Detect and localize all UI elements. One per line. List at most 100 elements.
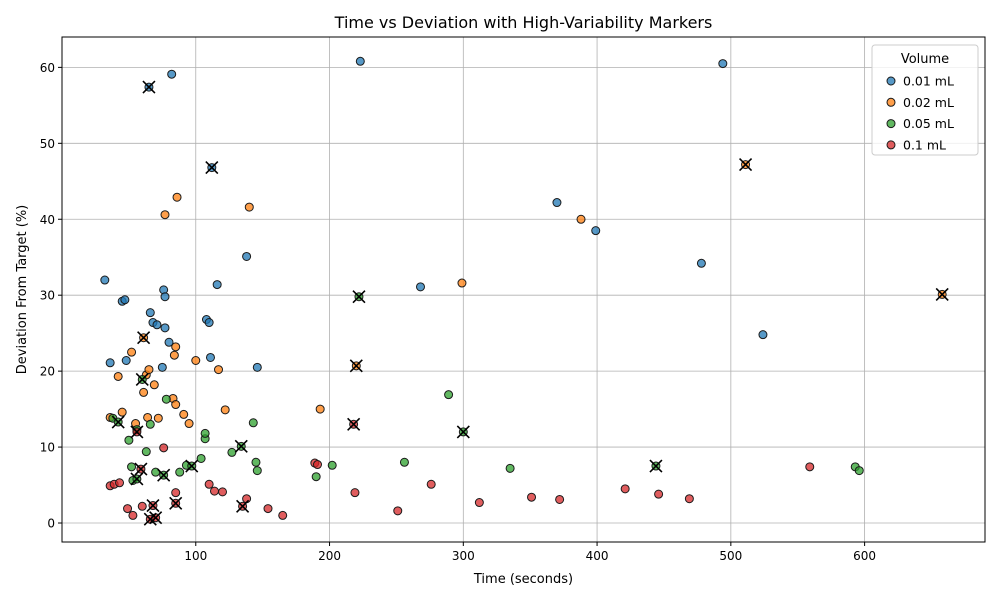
data-point (152, 320, 162, 330)
marker-stroke (157, 468, 171, 482)
data-point (805, 462, 815, 472)
data-point (576, 214, 586, 224)
data-point (139, 387, 149, 397)
data-point (415, 282, 425, 292)
marker-stroke (149, 511, 163, 525)
data-point (212, 280, 222, 290)
y-tick-label: 60 (40, 61, 55, 75)
data-point (121, 356, 131, 366)
data-point (124, 435, 134, 445)
data-point (444, 390, 454, 400)
data-point (175, 467, 185, 477)
x-tick-label: 300 (452, 549, 475, 563)
high-variability-marker (649, 459, 663, 473)
x-tick-label: 100 (184, 549, 207, 563)
data-point (169, 350, 179, 360)
data-point (171, 488, 181, 498)
data-point (758, 330, 768, 340)
high-variability-markers (111, 80, 949, 526)
chart-title: Time vs Deviation with High-Variability … (334, 13, 713, 32)
data-point (204, 318, 214, 328)
data-point (120, 295, 130, 305)
data-point (251, 457, 261, 467)
data-point (115, 478, 125, 488)
x-tick-label: 600 (853, 549, 876, 563)
legend-marker (886, 97, 896, 107)
marker-stroke (135, 372, 149, 387)
data-point (184, 419, 194, 429)
marker-stroke (649, 459, 663, 473)
high-variability-marker (347, 417, 361, 431)
data-point (161, 394, 171, 404)
legend-label: 0.01 mL (903, 74, 954, 89)
marker-stroke (185, 459, 199, 473)
marker-stroke (352, 290, 366, 304)
high-variability-marker (146, 498, 160, 513)
data-point (350, 488, 360, 498)
data-point (200, 428, 210, 438)
data-point (555, 494, 565, 504)
data-point (505, 463, 515, 473)
data-point (552, 198, 562, 208)
y-axis-label: Deviation From Target (%) (15, 205, 30, 375)
marker-stroke (146, 498, 160, 513)
data-point (157, 362, 167, 372)
data-point (278, 510, 288, 520)
data-point (218, 487, 228, 497)
data-point (654, 489, 664, 499)
data-point (214, 365, 224, 375)
legend-title: Volume (901, 52, 949, 67)
data-point (718, 59, 728, 69)
x-tick-label: 500 (719, 549, 742, 563)
high-variability-marker (234, 439, 248, 453)
data-point (227, 447, 237, 457)
data-point (244, 202, 254, 212)
data-point (204, 479, 214, 489)
marker-stroke (111, 415, 125, 429)
data-point (141, 447, 151, 457)
data-point (128, 510, 138, 520)
data-point (242, 251, 252, 261)
data-point (591, 226, 601, 236)
data-point (145, 308, 155, 318)
high-variability-marker (137, 331, 151, 345)
data-point (117, 407, 127, 417)
legend-label: 0.02 mL (903, 95, 954, 110)
plot-frame (61, 36, 986, 543)
data-point (127, 347, 137, 357)
legend-marker (886, 76, 896, 86)
high-variability-marker (205, 161, 219, 175)
high-variability-marker (130, 425, 144, 439)
marker-stroke (236, 499, 250, 513)
data-point (248, 418, 258, 428)
data-point (252, 466, 262, 476)
data-point (209, 486, 219, 496)
marker-stroke (169, 496, 183, 510)
high-variability-marker (352, 290, 366, 304)
data-point (196, 453, 206, 463)
high-variability-marker (130, 472, 144, 486)
data-point (684, 494, 694, 504)
data-point (252, 362, 262, 372)
data-point (355, 56, 365, 66)
marker-stroke (130, 425, 144, 439)
legend: Volume 0.01 mL 0.02 mL 0.05 mL 0.1 mL (871, 44, 979, 156)
y-tick-label: 0 (47, 517, 55, 531)
y-tick-label: 10 (40, 441, 55, 455)
marker-stroke (142, 80, 156, 94)
data-point (144, 365, 154, 375)
data-point (171, 400, 181, 410)
marker-stroke (130, 472, 144, 486)
data-point (311, 472, 321, 482)
data-point (127, 462, 137, 472)
data-point (205, 352, 215, 362)
data-point (620, 484, 630, 494)
marker-stroke (935, 287, 949, 302)
marker-stroke (347, 417, 361, 431)
data-point (527, 492, 537, 502)
data-point (315, 404, 325, 414)
high-variability-marker (349, 359, 363, 373)
x-axis-label: Time (seconds) (473, 572, 573, 587)
data-point (160, 292, 170, 302)
